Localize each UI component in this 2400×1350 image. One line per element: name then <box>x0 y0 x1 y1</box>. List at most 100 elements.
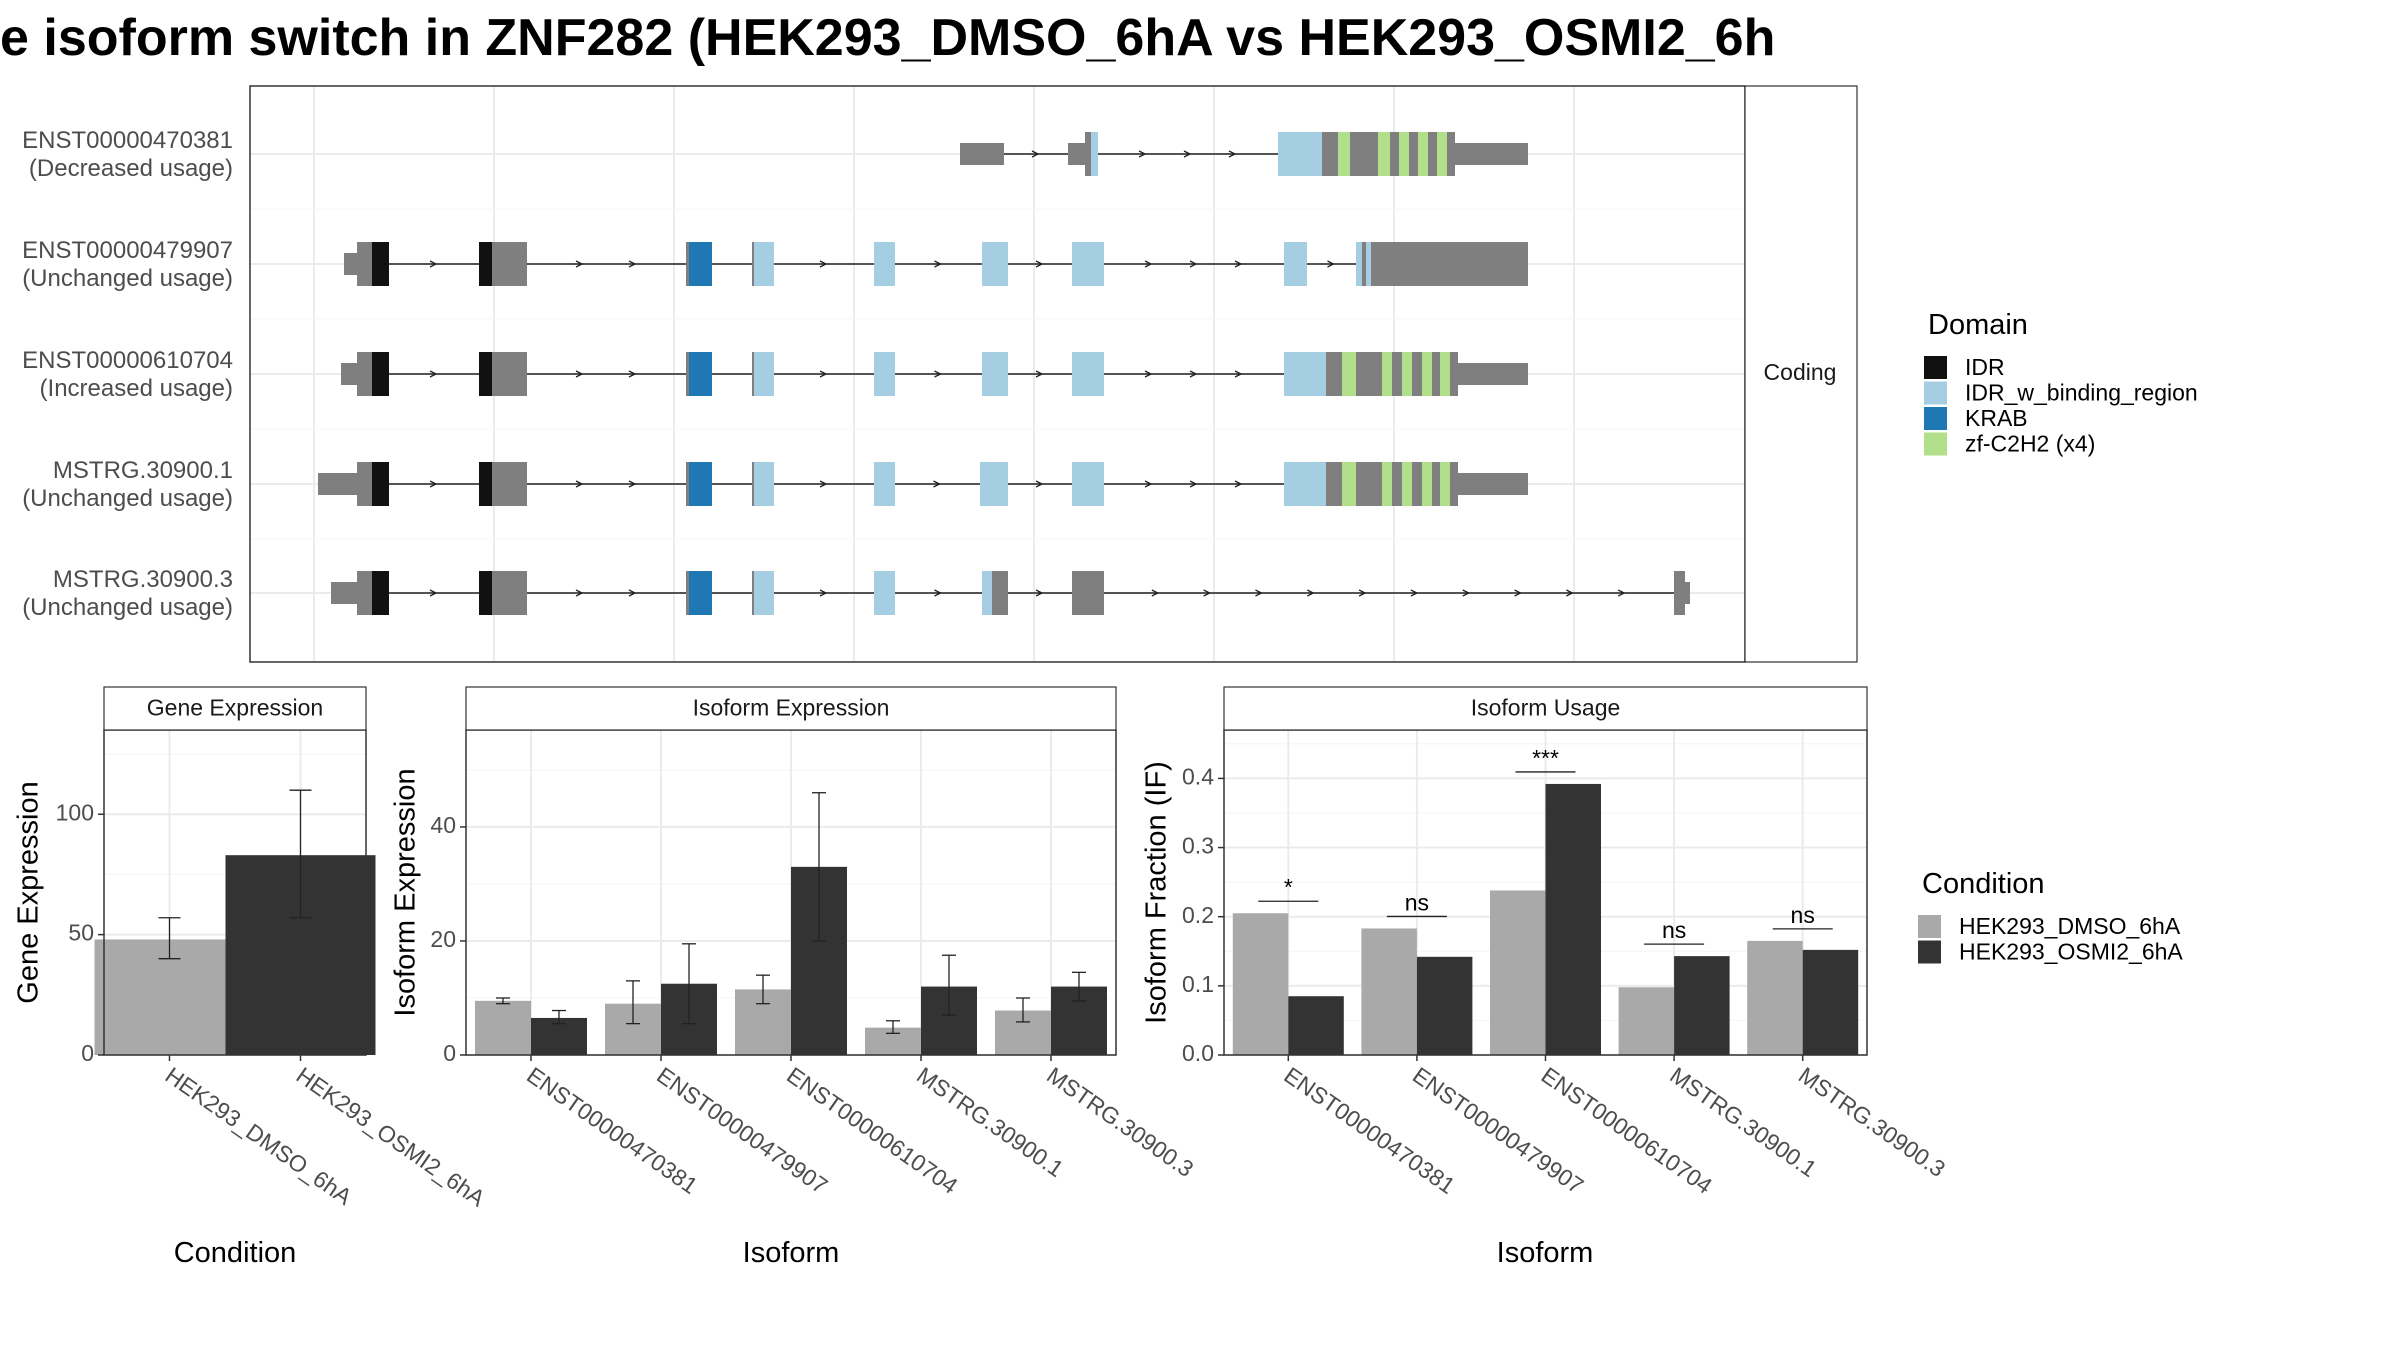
direction-arrow <box>628 370 637 378</box>
exon-segment <box>1278 132 1322 176</box>
exon-segment <box>686 571 689 615</box>
exon-segment <box>1072 242 1104 286</box>
direction-arrow <box>429 260 438 268</box>
transcript-ENST00000610704 <box>341 352 1528 396</box>
exon-segment <box>492 352 527 396</box>
domain-legend-label: IDR_w_binding_region <box>1965 380 2198 406</box>
y-tick-label: 0.3 <box>1182 833 1214 859</box>
exon-segment <box>754 571 774 615</box>
strip-label: Coding <box>1764 359 1837 385</box>
exon-segment <box>1068 143 1085 165</box>
exon-segment <box>1371 242 1528 286</box>
isoform-label: ENST00000610704 <box>22 347 233 374</box>
exon-segment <box>357 462 372 506</box>
direction-arrow <box>1151 589 1160 597</box>
panel-title: Isoform Expression <box>693 695 890 721</box>
exon-segment <box>982 571 992 615</box>
direction-arrow <box>575 370 584 378</box>
y-tick-label: 50 <box>68 920 94 946</box>
exon-segment <box>1072 352 1104 396</box>
exon-segment <box>752 242 754 286</box>
y-axis-label: Isoform Fraction (IF) <box>1141 761 1173 1024</box>
exon-segment <box>1458 363 1528 385</box>
exon-segment <box>1412 462 1422 506</box>
panel-strip <box>465 686 1117 731</box>
exon-segment <box>1284 242 1307 286</box>
exon-segment <box>1322 132 1338 176</box>
direction-arrow <box>575 589 584 597</box>
transcript-MSTRG.30900.3 <box>331 571 1690 615</box>
y-tick-label: 100 <box>56 799 94 825</box>
direction-arrow <box>1035 589 1044 597</box>
bar <box>1416 956 1473 1055</box>
exon-segment <box>1674 571 1685 615</box>
condition-legend-label: HEK293_DMSO_6hA <box>1959 913 2181 939</box>
exon-segment <box>1399 132 1409 176</box>
direction-arrow <box>1138 150 1147 158</box>
direction-arrow <box>819 260 828 268</box>
bar <box>1361 928 1417 1055</box>
exon-segment <box>982 242 1008 286</box>
direction-arrow <box>934 370 942 378</box>
exon-segment <box>1455 143 1528 165</box>
direction-arrow <box>1617 589 1626 597</box>
direction-arrow <box>1514 589 1523 597</box>
bar <box>1288 996 1344 1055</box>
exon-segment <box>1085 132 1091 176</box>
exon-segment <box>318 473 357 495</box>
exon-segment <box>341 363 357 385</box>
domain-legend-key <box>1924 432 1947 456</box>
direction-arrow <box>1327 260 1335 268</box>
direction-arrow <box>934 589 942 597</box>
exon-segment <box>689 242 712 286</box>
panel-strip <box>1223 686 1868 731</box>
exon-segment <box>1432 352 1440 396</box>
y-axis-label: Isoform Expression <box>390 768 422 1016</box>
direction-arrow <box>1035 370 1044 378</box>
exon-segment <box>479 352 492 396</box>
isoform-usage-label: (Unchanged usage) <box>22 594 233 621</box>
exon-segment <box>357 242 372 286</box>
isoform-usage-label: (Unchanged usage) <box>22 265 233 292</box>
exon-segment <box>1437 132 1447 176</box>
direction-arrow <box>1255 589 1263 597</box>
bar <box>1802 949 1859 1055</box>
significance-label: ns <box>1662 917 1686 943</box>
exon-segment <box>479 462 492 506</box>
exon-segment <box>1366 242 1371 286</box>
x-axis-label: Isoform <box>743 1237 840 1269</box>
direction-arrow <box>1035 260 1044 268</box>
exon-segment <box>1428 132 1437 176</box>
y-tick-label: 40 <box>430 812 456 838</box>
direction-arrow <box>1189 370 1198 378</box>
isoform-usage-label: (Decreased usage) <box>29 155 233 182</box>
exon-segment <box>1356 462 1382 506</box>
domain-legend-label: zf-C2H2 (x4) <box>1965 431 2095 457</box>
exon-segment <box>1412 352 1422 396</box>
exon-segment <box>686 462 689 506</box>
direction-arrow <box>1144 260 1153 268</box>
significance-label: ns <box>1405 889 1429 915</box>
direction-arrow <box>628 480 637 488</box>
exon-segment <box>1685 582 1690 604</box>
direction-arrow <box>1234 260 1243 268</box>
exon-segment <box>1440 352 1450 396</box>
y-tick-label: 0.4 <box>1182 763 1214 789</box>
bar <box>1747 940 1803 1055</box>
exon-segment <box>1356 242 1362 286</box>
transcript-ENST00000470381 <box>960 132 1528 176</box>
exon-segment <box>1392 352 1402 396</box>
isoform-label: MSTRG.30900.3 <box>53 566 233 593</box>
panel-title: Isoform Usage <box>1471 695 1621 721</box>
y-tick-label: 0 <box>81 1040 94 1066</box>
exon-segment <box>492 242 527 286</box>
y-tick-label: 0.0 <box>1182 1040 1214 1066</box>
exon-segment <box>752 462 754 506</box>
exon-segment <box>1326 462 1342 506</box>
direction-arrow <box>1358 589 1367 597</box>
condition-legend-label: HEK293_OSMI2_6hA <box>1959 939 2183 965</box>
y-axis-label: Gene Expression <box>13 781 45 1003</box>
exon-segment <box>752 352 754 396</box>
